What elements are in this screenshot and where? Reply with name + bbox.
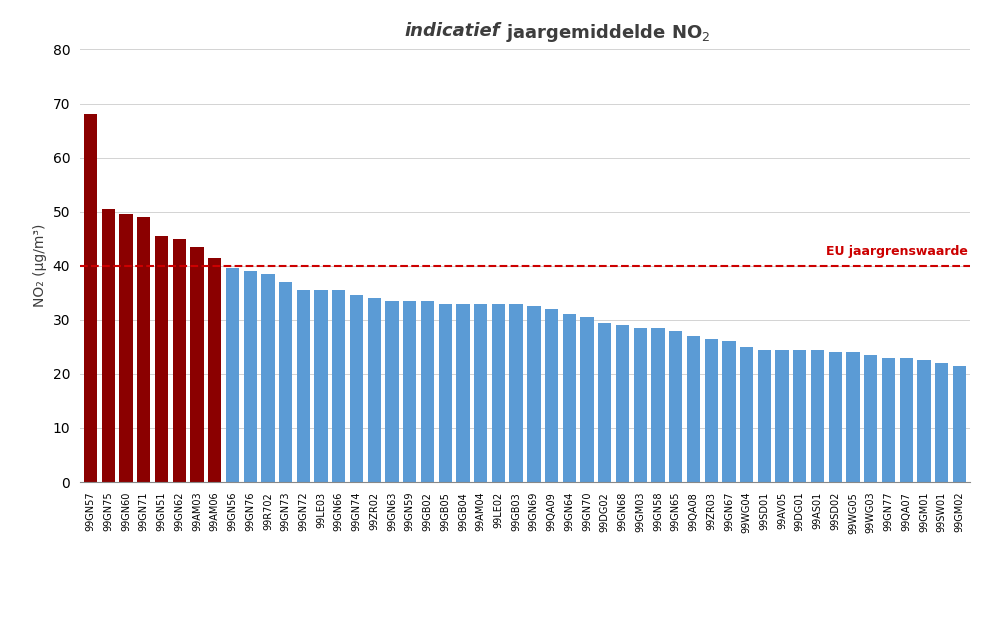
Bar [722,341,736,482]
Bar [758,350,771,482]
Bar [811,350,824,482]
Bar [350,295,363,482]
Bar [580,317,594,482]
Bar [261,274,275,482]
Text: EU jaargrenswaarde: EU jaargrenswaarde [826,245,968,258]
Bar [439,303,452,482]
Bar [421,301,434,482]
Text: indicatief: indicatief [404,22,500,40]
Bar [935,363,948,482]
Bar [314,290,328,482]
Bar [634,328,647,482]
Bar [527,307,541,482]
Bar [244,271,257,482]
Bar [385,301,399,482]
Bar [687,336,700,482]
Bar [775,350,789,482]
Bar [279,282,292,482]
Bar [545,309,558,482]
Bar [368,298,381,482]
Text: jaargemiddelde NO$_2$: jaargemiddelde NO$_2$ [500,22,710,44]
Bar [297,290,310,482]
Bar [403,301,416,482]
Bar [456,303,470,482]
Bar [332,290,345,482]
Bar [137,217,150,482]
Bar [102,209,115,482]
Bar [84,114,97,482]
Bar [509,303,523,482]
Bar [598,323,611,482]
Bar [616,325,629,482]
Bar [119,214,133,482]
Bar [155,236,168,482]
Bar [208,258,221,482]
Bar [669,331,682,482]
Bar [900,358,913,482]
Bar [793,350,806,482]
Bar [474,303,487,482]
Bar [864,355,877,482]
Bar [882,358,895,482]
Bar [917,360,931,482]
Bar [492,303,505,482]
Bar [563,315,576,482]
Bar [846,352,860,482]
Bar [190,247,204,482]
Bar [829,352,842,482]
Bar [740,347,753,482]
Bar [651,328,665,482]
Bar [226,268,239,482]
Bar [953,366,966,482]
Bar [173,239,186,482]
Y-axis label: NO₂ (µg/m³): NO₂ (µg/m³) [33,224,47,307]
Bar [705,339,718,482]
